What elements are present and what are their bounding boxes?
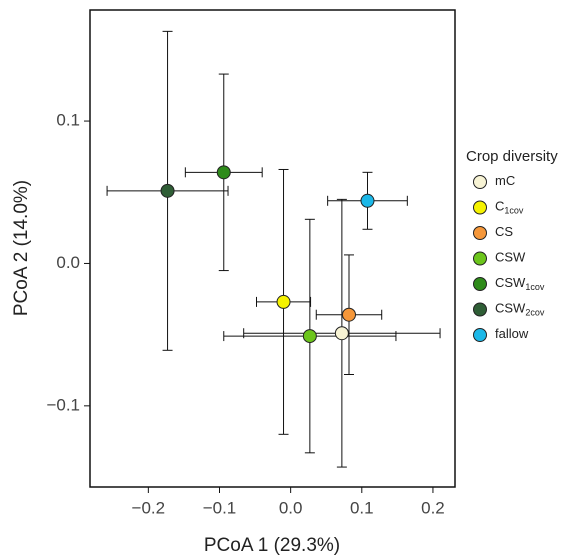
y-tick-label: −0.1	[46, 395, 80, 414]
legend-subscript: 1cov	[525, 282, 545, 292]
x-tick-label: −0.2	[132, 498, 166, 517]
legend-swatch	[473, 175, 487, 189]
legend-swatch	[473, 251, 487, 266]
legend-subscript: 1cov	[504, 206, 524, 216]
legend-label: CSW	[495, 250, 526, 265]
legend-swatch	[473, 302, 487, 317]
legend-subscript: 2cov	[525, 308, 545, 318]
x-axis-label: PCoA 1 (29.3%)	[204, 535, 340, 556]
point	[341, 307, 356, 322]
legend-label: CSW2cov	[495, 301, 545, 318]
legend-label: mC	[495, 173, 515, 188]
point	[334, 326, 349, 341]
point	[302, 329, 317, 344]
legend-label: C1cov	[495, 199, 524, 216]
legend-title: Crop diversity	[466, 148, 558, 165]
legend-name: fallow	[495, 326, 529, 341]
legend-label: CS	[495, 224, 513, 239]
y-tick-label: 0.1	[56, 111, 80, 130]
y-axis-label: PCoA 2 (14.0%)	[11, 180, 32, 316]
legend-name: CSW	[495, 250, 526, 265]
x-tick-label: 0.2	[421, 498, 445, 517]
point	[160, 183, 175, 198]
x-tick-label: 0.0	[279, 498, 303, 517]
legend-swatch	[473, 328, 487, 342]
legend-label: fallow	[495, 326, 529, 341]
legend-name: mC	[495, 173, 515, 188]
legend-swatch	[473, 200, 487, 215]
y-tick-label: 0.0	[56, 253, 80, 272]
legend-name: C	[495, 199, 504, 214]
x-tick-label: 0.1	[350, 498, 374, 517]
plot-frame	[89, 9, 456, 488]
legend-swatch	[473, 226, 487, 240]
x-tick-label: −0.1	[203, 498, 237, 517]
point	[360, 193, 375, 208]
point	[276, 294, 291, 309]
legend-name: CSW	[495, 301, 526, 316]
legend-swatch	[473, 277, 487, 291]
legend-name: CS	[495, 224, 513, 239]
legend-name: CSW	[495, 275, 526, 290]
legend-label: CSW1cov	[495, 275, 545, 292]
point	[216, 165, 231, 180]
